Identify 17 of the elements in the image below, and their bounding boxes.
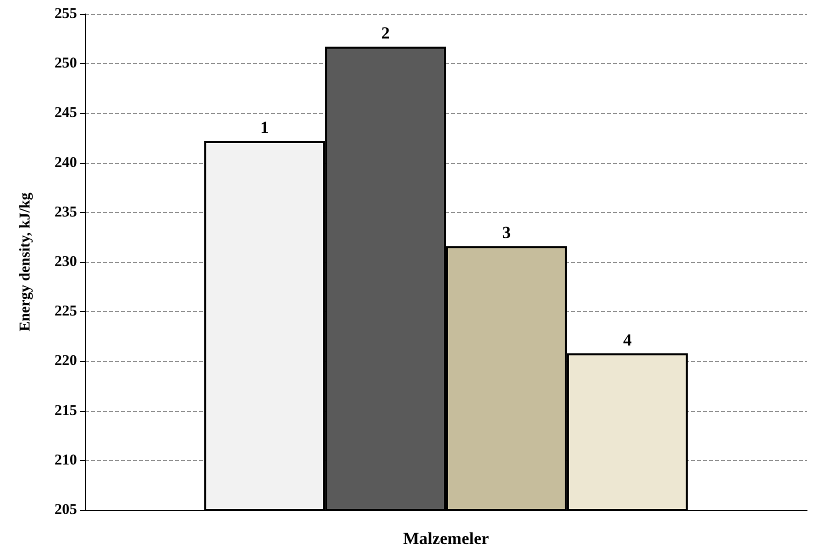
y-tick-label: 225 bbox=[54, 304, 77, 320]
y-tick-label: 245 bbox=[54, 105, 77, 122]
x-axis-title: Malzemeler bbox=[403, 529, 490, 548]
y-tick-label: 235 bbox=[54, 204, 77, 220]
y-tick-label: 250 bbox=[54, 56, 77, 72]
series-label: 1 bbox=[260, 118, 269, 137]
y-tick-label: 240 bbox=[54, 154, 77, 171]
y-tick-label: 220 bbox=[54, 353, 77, 370]
y-tick-label: 210 bbox=[54, 452, 77, 468]
y-axis-title: Energy density, kJ/kg bbox=[18, 192, 34, 332]
series-label: 3 bbox=[502, 223, 511, 242]
y-tick-label: 230 bbox=[54, 254, 77, 270]
y-tick-label: 255 bbox=[54, 6, 77, 22]
series-label: 2 bbox=[381, 24, 390, 43]
y-tick-label: 205 bbox=[54, 502, 77, 518]
series-label: 4 bbox=[623, 330, 632, 350]
y-tick-label: 215 bbox=[54, 402, 77, 419]
